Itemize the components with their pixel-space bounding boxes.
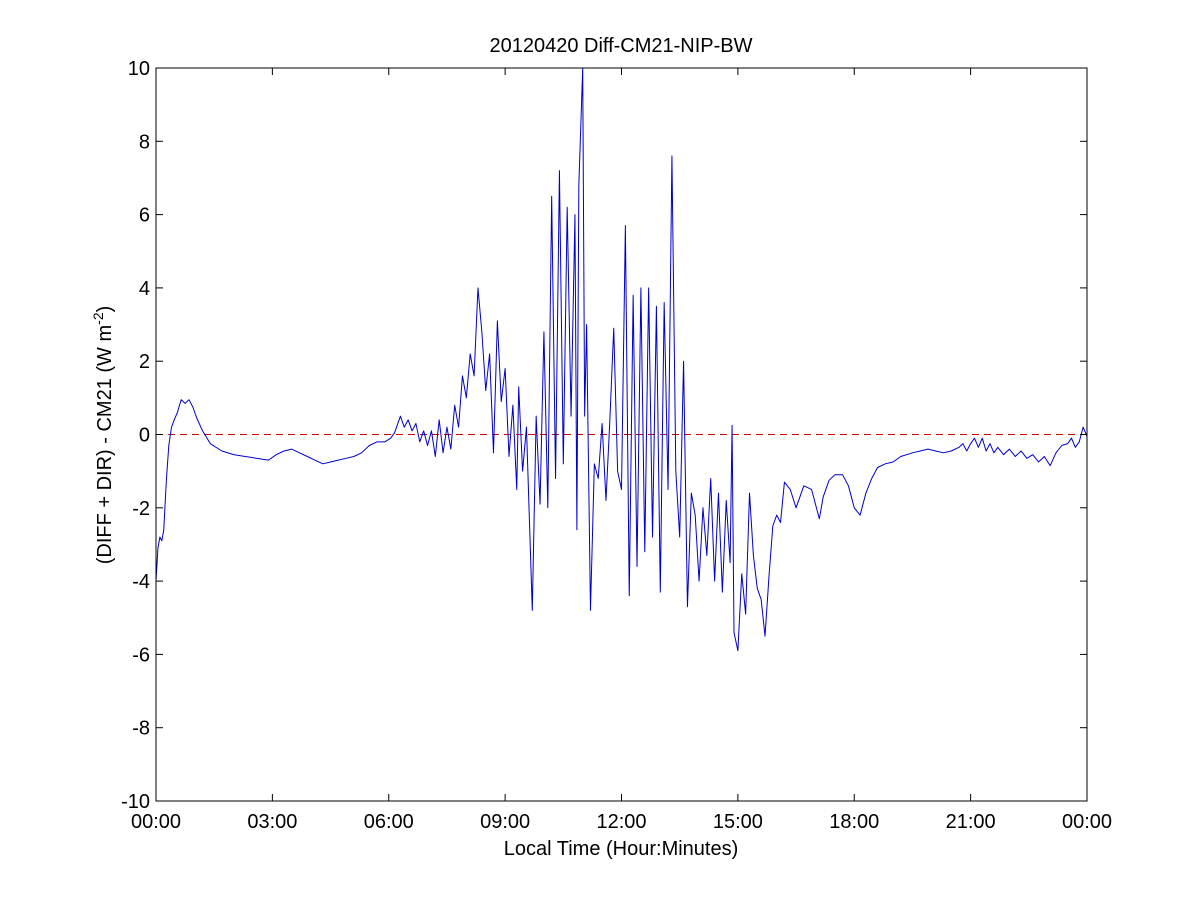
y-tick-label: -10 xyxy=(121,791,150,813)
x-tick-label: 15:00 xyxy=(713,811,763,833)
x-axis-ticks: 00:00 03:00 06:00 09:00 12:00 15:00 18:00 21:00… xyxy=(131,68,1112,833)
x-tick-label: 12:00 xyxy=(596,811,646,833)
y-tick-label: -4 xyxy=(132,571,150,593)
series-group xyxy=(155,67,1088,652)
y-tick-label: 6 xyxy=(139,205,150,227)
y-tick-label: 2 xyxy=(139,351,150,373)
x-tick-label: 03:00 xyxy=(247,811,297,833)
x-tick-label: 06:00 xyxy=(364,811,414,833)
x-axis-label: Local Time (Hour:Minutes) xyxy=(504,838,739,860)
y-axis-label: (DIFF + DIR) - CM21 (W m-2) xyxy=(90,306,116,565)
x-tick-label: 18:00 xyxy=(829,811,879,833)
y-tick-label: -6 xyxy=(132,644,150,666)
chart-title: 20120420 Diff-CM21-NIP-BW xyxy=(489,35,752,57)
y-axis-label-superscript: -2 xyxy=(90,312,106,325)
y-tick-label: 0 xyxy=(139,425,150,447)
y-axis-label-main: (DIFF + DIR) - CM21 (W m xyxy=(94,325,116,564)
y-axis-label-close: ) xyxy=(94,306,116,313)
x-tick-label: 21:00 xyxy=(946,811,996,833)
y-axis-ticks: -10 -8 -6 -4 -2 0 2 4 6 8 10 xyxy=(121,58,1087,813)
plot-area xyxy=(156,68,1087,801)
y-tick-label: 10 xyxy=(128,58,150,80)
y-tick-label: -8 xyxy=(132,718,150,740)
x-tick-label: 09:00 xyxy=(480,811,530,833)
y-tick-label: 8 xyxy=(139,131,150,153)
series-line-1 xyxy=(155,67,1088,652)
x-tick-label: 00:00 xyxy=(131,811,181,833)
y-tick-label: 4 xyxy=(139,278,150,300)
x-tick-label: 00:00 xyxy=(1062,811,1112,833)
y-tick-label: -2 xyxy=(132,498,150,520)
